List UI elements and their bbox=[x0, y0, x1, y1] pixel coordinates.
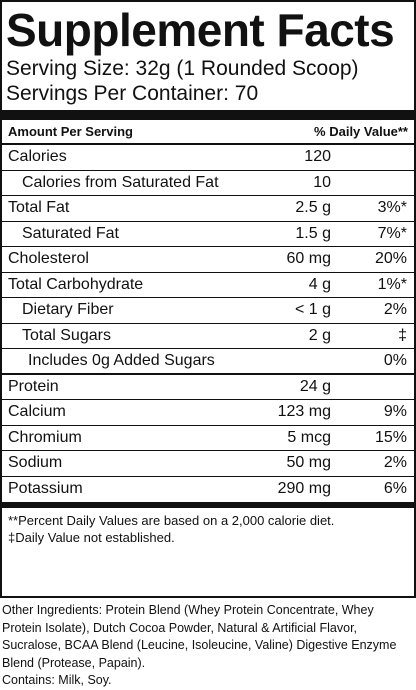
column-header: Amount Per Serving % Daily Value** bbox=[2, 120, 414, 145]
nutrient-name: Dietary Fiber bbox=[22, 301, 114, 319]
nutrient-row-potassium: Potassium 290 mg 6% bbox=[2, 477, 414, 503]
nutrient-row-total-fat: Total Fat 2.5 g 3%* bbox=[2, 196, 414, 222]
supplement-facts-panel: Supplement Facts Serving Size: 32g (1 Ro… bbox=[0, 0, 416, 598]
nutrient-daily-value: 3%* bbox=[377, 199, 407, 217]
nutrient-daily-value: 20% bbox=[374, 250, 407, 268]
nutrient-row-added-sugars: Includes 0g Added Sugars 0% bbox=[2, 349, 414, 375]
nutrient-row-saturated-fat: Saturated Fat 1.5 g 7%* bbox=[2, 222, 414, 247]
nutrient-daily-value: 2% bbox=[383, 301, 407, 319]
nutrient-name: Potassium bbox=[8, 480, 83, 498]
other-ingredients-text: Other Ingredients: Protein Blend (Whey P… bbox=[2, 603, 397, 670]
nutrient-name: Sodium bbox=[8, 454, 63, 472]
nutrient-name: Total Fat bbox=[8, 199, 70, 217]
footnote-not-established: ‡Daily Value not established. bbox=[8, 530, 175, 545]
nutrient-daily-value: ‡ bbox=[398, 326, 407, 344]
nutrient-name: Calories bbox=[8, 148, 67, 166]
nutrient-amount: 60 mg bbox=[286, 250, 331, 268]
nutrient-amount: 50 mg bbox=[286, 454, 331, 472]
nutrient-daily-value: 2% bbox=[383, 454, 407, 472]
nutrient-daily-value: 1%* bbox=[377, 275, 407, 293]
nutrient-name: Cholesterol bbox=[8, 250, 89, 268]
nutrient-row-calories: Calories 120 bbox=[2, 145, 414, 171]
nutrient-row-sodium: Sodium 50 mg 2% bbox=[2, 451, 414, 477]
nutrient-amount: 5 mcg bbox=[287, 428, 331, 446]
servings-per-container: Servings Per Container: 70 bbox=[6, 82, 259, 105]
nutrient-amount: 2.5 g bbox=[295, 199, 331, 217]
other-ingredients-section: Other Ingredients: Protein Blend (Whey P… bbox=[2, 602, 414, 690]
nutrient-name: Calcium bbox=[8, 403, 66, 421]
daily-value-label: % Daily Value** bbox=[314, 124, 408, 139]
nutrient-amount: 290 mg bbox=[277, 480, 331, 498]
nutrient-name: Chromium bbox=[8, 428, 82, 446]
serving-size: Serving Size: 32g (1 Rounded Scoop) bbox=[6, 57, 359, 80]
nutrient-amount: 1.5 g bbox=[295, 224, 331, 242]
nutrient-daily-value: 9% bbox=[383, 403, 407, 421]
nutrient-name: Calories from Saturated Fat bbox=[22, 173, 219, 191]
allergen-contains-text: Contains: Milk, Soy. bbox=[2, 673, 112, 687]
nutrient-daily-value: 6% bbox=[383, 480, 407, 498]
nutrient-amount: 120 bbox=[304, 148, 331, 166]
nutrient-row-protein: Protein 24 g bbox=[2, 375, 414, 400]
nutrient-row-total-carbohydrate: Total Carbohydrate 4 g 1%* bbox=[2, 273, 414, 298]
thick-divider-bottom bbox=[2, 502, 414, 508]
nutrient-name: Total Carbohydrate bbox=[8, 275, 144, 293]
footnote-daily-values: **Percent Daily Values are based on a 2,… bbox=[8, 513, 335, 528]
nutrient-name: Protein bbox=[8, 377, 59, 395]
thick-divider bbox=[2, 110, 414, 120]
nutrient-amount: 4 g bbox=[308, 275, 331, 293]
nutrient-name: Saturated Fat bbox=[22, 224, 119, 242]
nutrient-amount: 24 g bbox=[299, 377, 331, 395]
nutrient-row-chromium: Chromium 5 mcg 15% bbox=[2, 426, 414, 451]
nutrient-row-calcium: Calcium 123 mg 9% bbox=[2, 400, 414, 426]
nutrient-amount: < 1 g bbox=[294, 301, 331, 319]
nutrient-daily-value: 7%* bbox=[377, 224, 407, 242]
nutrient-name: Includes 0g Added Sugars bbox=[28, 351, 215, 369]
nutrient-daily-value: 0% bbox=[383, 351, 407, 369]
nutrient-daily-value: 15% bbox=[374, 428, 407, 446]
nutrient-row-total-sugars: Total Sugars 2 g ‡ bbox=[2, 324, 414, 349]
panel-title: Supplement Facts bbox=[6, 4, 395, 56]
nutrient-row-dietary-fiber: Dietary Fiber < 1 g 2% bbox=[2, 298, 414, 324]
nutrient-name: Total Sugars bbox=[22, 326, 111, 344]
nutrient-row-calories-sat-fat: Calories from Saturated Fat 10 bbox=[2, 171, 414, 196]
footnotes: **Percent Daily Values are based on a 2,… bbox=[6, 508, 410, 546]
amount-per-serving-label: Amount Per Serving bbox=[8, 124, 133, 139]
nutrient-amount: 10 bbox=[313, 173, 331, 191]
nutrient-amount: 2 g bbox=[308, 326, 331, 344]
nutrient-amount: 123 mg bbox=[277, 403, 331, 421]
nutrient-row-cholesterol: Cholesterol 60 mg 20% bbox=[2, 247, 414, 273]
